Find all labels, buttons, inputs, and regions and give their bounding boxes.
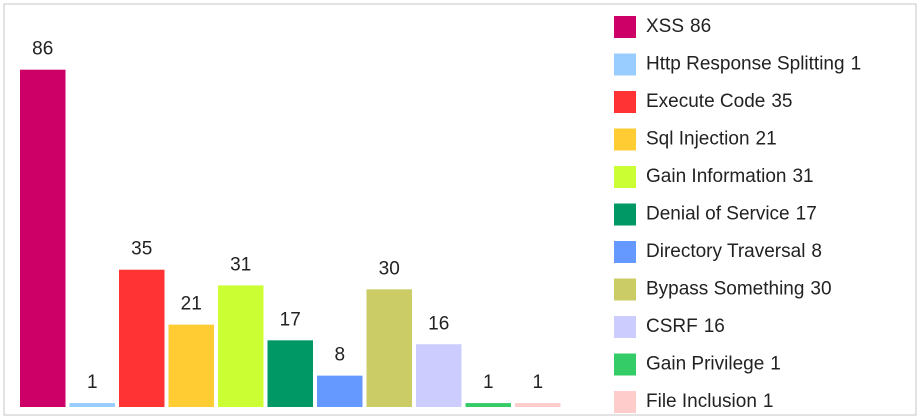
legend-swatch: [614, 16, 636, 38]
legend-swatch: [614, 128, 636, 151]
bar: [218, 285, 264, 407]
legend-label: CSRF 16: [646, 316, 725, 337]
legend-swatch: [614, 203, 636, 226]
legend-name: Bypass Something: [646, 279, 804, 300]
data-label: 8: [334, 345, 345, 366]
legend-name: Execute Code: [646, 91, 765, 112]
bar: [20, 69, 66, 407]
data-label: 16: [428, 313, 449, 334]
bar: [119, 269, 165, 407]
bar: [168, 324, 214, 407]
legend-value: 21: [756, 129, 777, 150]
legend-value: 86: [690, 16, 711, 37]
legend-value: 31: [792, 166, 813, 187]
data-label: 30: [379, 258, 400, 279]
data-label: 86: [32, 39, 53, 60]
legend-value: 1: [851, 54, 862, 75]
legend-label: XSS 86: [646, 16, 711, 37]
legend-name: XSS: [646, 16, 684, 37]
bar: [416, 344, 462, 407]
legend-label: Bypass Something 30: [646, 279, 832, 300]
bar: [69, 403, 115, 407]
legend-name: File Inclusion: [646, 391, 757, 412]
legend-name: Directory Traversal: [646, 241, 805, 262]
legend-swatch: [614, 353, 636, 376]
legend-swatch: [614, 91, 636, 113]
data-label: 1: [483, 372, 494, 393]
chart-frame: [3, 3, 917, 416]
legend-label: Http Response Splitting 1: [646, 54, 861, 75]
data-label: 21: [181, 294, 202, 315]
legend-swatch: [614, 316, 636, 338]
legend-label: Execute Code 35: [646, 91, 793, 112]
bar: [317, 375, 363, 407]
legend-swatch: [614, 391, 636, 413]
bar: [465, 403, 511, 407]
legend-name: Denial of Service: [646, 204, 790, 225]
bar: [366, 289, 412, 407]
legend-label: File Inclusion 1: [646, 391, 773, 412]
data-label: 17: [280, 309, 301, 330]
legend-value: 17: [796, 204, 817, 225]
legend-label: Directory Traversal 8: [646, 241, 822, 262]
legend-name: Gain Information: [646, 166, 786, 187]
legend-label: Denial of Service 17: [646, 204, 817, 225]
data-label: 31: [230, 254, 251, 275]
legend-name: Sql Injection: [646, 129, 750, 150]
legend-value: 30: [810, 279, 831, 300]
data-label: 1: [87, 372, 98, 393]
bar: [267, 340, 313, 407]
data-label: 1: [532, 372, 543, 393]
legend-swatch: [614, 278, 636, 301]
legend-value: 8: [811, 241, 822, 262]
legend-value: 1: [763, 391, 774, 412]
data-label: 35: [131, 239, 152, 260]
legend-value: 16: [704, 316, 725, 337]
legend-label: Gain Information 31: [646, 166, 814, 187]
legend-label: Gain Privilege 1: [646, 354, 781, 375]
legend-swatch: [614, 241, 636, 263]
legend-name: CSRF: [646, 316, 698, 337]
legend-label: Sql Injection 21: [646, 129, 777, 150]
bar: [515, 403, 561, 407]
legend-swatch: [614, 53, 636, 76]
legend-name: Gain Privilege: [646, 354, 764, 375]
legend-name: Http Response Splitting: [646, 54, 845, 75]
legend-swatch: [614, 166, 636, 188]
legend-value: 1: [770, 354, 781, 375]
legend-value: 35: [771, 91, 792, 112]
